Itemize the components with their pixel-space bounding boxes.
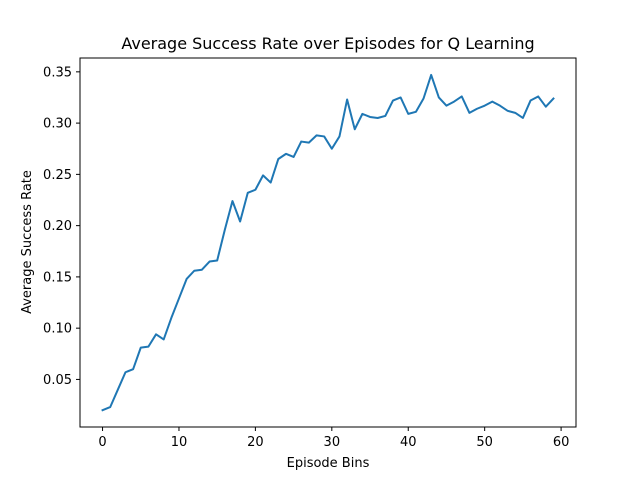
data-point: [316, 134, 318, 136]
x-tick-label: 20: [247, 435, 264, 450]
data-point: [377, 117, 379, 119]
data-point: [285, 153, 287, 155]
x-tick-label: 30: [324, 435, 341, 450]
data-point: [277, 158, 279, 160]
data-point: [453, 101, 455, 103]
data-point: [308, 142, 310, 144]
data-point: [338, 135, 340, 137]
x-tick-label: 40: [400, 435, 417, 450]
data-point: [178, 297, 180, 299]
y-axis-label: Average Success Rate: [20, 170, 35, 314]
data-point: [400, 96, 402, 98]
chart-title: Average Success Rate over Episodes for Q…: [121, 34, 534, 53]
data-point: [323, 135, 325, 137]
data-point: [392, 100, 394, 102]
data-point: [491, 101, 493, 103]
y-tick-label: 0.10: [43, 322, 72, 337]
data-point: [170, 317, 172, 319]
x-tick-label: 0: [98, 435, 106, 450]
data-point: [461, 95, 463, 97]
data-point: [552, 98, 554, 100]
data-point: [147, 346, 149, 348]
data-point: [254, 189, 256, 191]
data-point: [247, 192, 249, 194]
data-point: [545, 106, 547, 108]
data-point: [331, 148, 333, 150]
data-point: [231, 200, 233, 202]
data-point: [216, 259, 218, 261]
data-point: [445, 105, 447, 107]
data-point: [163, 338, 165, 340]
data-point: [346, 99, 348, 101]
data-point: [262, 174, 264, 176]
x-axis-label: Episode Bins: [287, 456, 370, 471]
data-point: [476, 108, 478, 110]
data-point: [369, 116, 371, 118]
data-point: [155, 333, 157, 335]
data-point: [209, 261, 211, 263]
data-point: [407, 113, 409, 115]
data-point: [415, 111, 417, 113]
data-point: [270, 182, 272, 184]
axes-frame: [79, 57, 577, 428]
data-point: [384, 115, 386, 117]
data-point: [109, 406, 111, 408]
x-tick-label: 10: [171, 435, 188, 450]
data-point: [361, 113, 363, 115]
data-point: [132, 368, 134, 370]
data-point: [537, 95, 539, 97]
plot-area: 0 10 20 30 40 50 60 0.05 0.10 0.15 0.20 0.25 0.30 0.3…: [43, 57, 577, 450]
data-point: [484, 105, 486, 107]
data-point: [224, 229, 226, 231]
data-point: [140, 347, 142, 349]
data-point: [193, 270, 195, 272]
x-tick-label: 60: [553, 435, 570, 450]
y-tick-label: 0.20: [43, 219, 72, 234]
data-point: [201, 269, 203, 271]
data-point: [124, 371, 126, 373]
data-point: [117, 389, 119, 391]
data-point: [499, 105, 501, 107]
data-point: [522, 117, 524, 119]
data-point: [507, 110, 509, 112]
data-point: [300, 141, 302, 143]
data-point: [438, 96, 440, 98]
y-tick-label: 0.35: [43, 65, 72, 80]
series-line-0: [101, 73, 555, 412]
data-point: [423, 98, 425, 100]
data-point: [239, 221, 241, 223]
x-tick-label: 50: [476, 435, 493, 450]
data-point: [530, 100, 532, 102]
data-point: [293, 156, 295, 158]
data-point: [430, 74, 432, 76]
data-point: [186, 278, 188, 280]
data-point: [468, 112, 470, 114]
data-point: [514, 112, 516, 114]
y-tick-label: 0.30: [43, 117, 72, 132]
data-point: [102, 409, 104, 411]
y-tick-label: 0.25: [43, 168, 72, 183]
y-tick-label: 0.05: [43, 373, 72, 388]
data-point: [354, 128, 356, 130]
y-tick-label: 0.15: [43, 270, 72, 285]
